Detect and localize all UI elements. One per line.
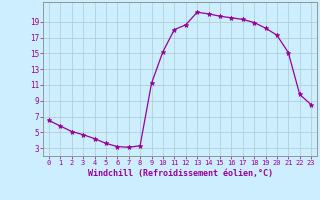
X-axis label: Windchill (Refroidissement éolien,°C): Windchill (Refroidissement éolien,°C) xyxy=(87,169,273,178)
